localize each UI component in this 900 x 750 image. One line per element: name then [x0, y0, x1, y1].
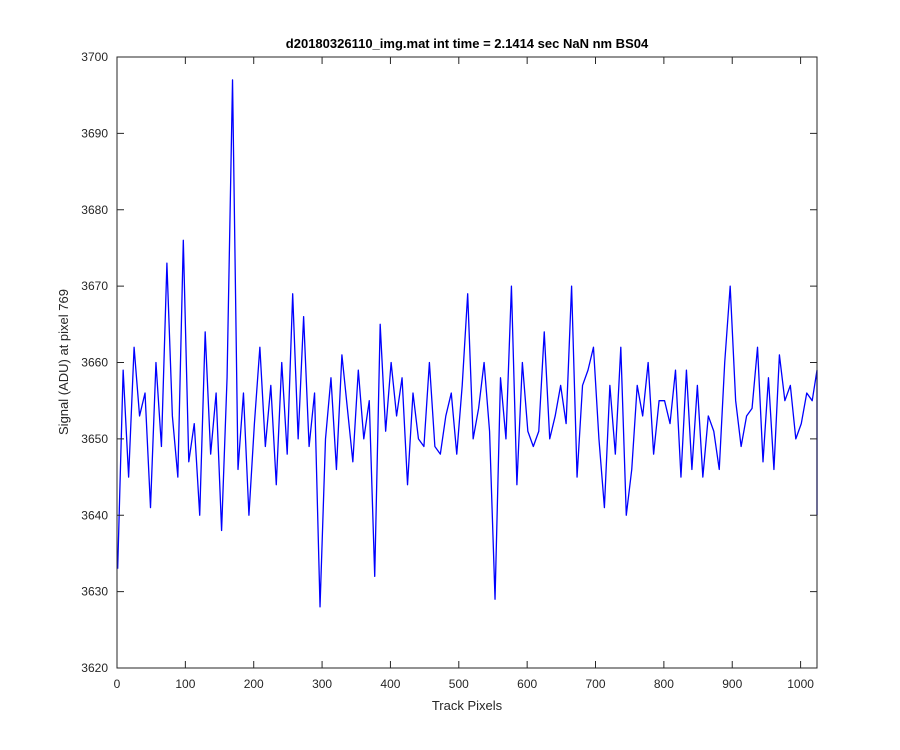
y-tick-label: 3640	[81, 508, 108, 522]
x-tick-label: 1000	[787, 677, 814, 691]
x-axis-ticks: 0 100 200 300 400 500 600 700 800 900 1000	[114, 57, 814, 691]
y-tick-label: 3630	[81, 585, 108, 599]
y-tick-label: 3680	[81, 203, 108, 217]
x-tick-label: 400	[380, 677, 400, 691]
series-line-1	[117, 79, 818, 608]
y-tick-label: 3690	[81, 126, 108, 140]
x-axis-label: Track Pixels	[432, 698, 503, 713]
x-tick-label: 300	[312, 677, 332, 691]
y-axis-ticks: 3620 3630 3640 3650 3660 3670 3680 3690 3700	[81, 50, 817, 675]
y-tick-label: 3700	[81, 50, 108, 64]
y-tick-label: 3620	[81, 661, 108, 675]
x-tick-label: 100	[175, 677, 195, 691]
x-tick-label: 500	[449, 677, 469, 691]
x-tick-label: 600	[517, 677, 537, 691]
x-tick-label: 200	[244, 677, 264, 691]
x-tick-label: 700	[586, 677, 606, 691]
y-tick-label: 3670	[81, 279, 108, 293]
x-tick-label: 0	[114, 677, 121, 691]
y-tick-label: 3660	[81, 356, 108, 370]
x-tick-label: 800	[654, 677, 674, 691]
y-tick-label: 3650	[81, 432, 108, 446]
plot-area	[117, 57, 817, 668]
series-layer	[117, 79, 818, 608]
y-axis-label: Signal (ADU) at pixel 769	[56, 289, 71, 435]
x-tick-label: 900	[722, 677, 742, 691]
chart-title: d20180326110_img.mat int time = 2.1414 s…	[286, 36, 649, 51]
